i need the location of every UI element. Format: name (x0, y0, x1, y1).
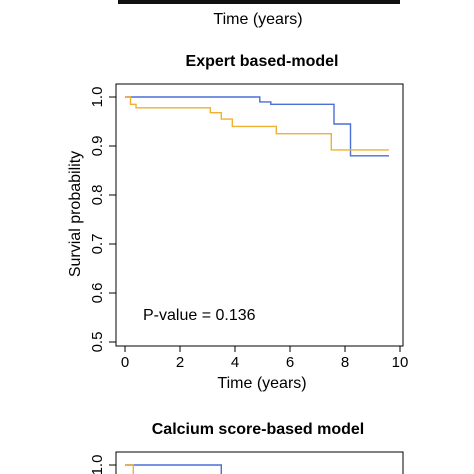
x-axis-label: Time (years) (217, 375, 306, 392)
chart-expert: Expert based-model 0.5 0.6 0.7 0.8 0.9 1.0 0 2… (67, 53, 408, 392)
y-axis: 0.5 0.6 0.7 0.8 0.9 1.0 (89, 87, 116, 353)
x-tick-label: 2 (176, 354, 184, 371)
x-tick-label: 8 (341, 354, 349, 371)
y-tick-label: 0.6 (89, 283, 106, 304)
x-axis: 0 2 4 6 8 10 (121, 346, 409, 371)
plot-frame (115, 451, 404, 474)
y-tick-label: 0.8 (89, 185, 106, 206)
series-group (125, 96, 389, 157)
x-tick-label: 0 (121, 354, 129, 371)
y-axis: 1.0 (89, 455, 116, 474)
plot-frame (115, 83, 404, 347)
survival-curve-1 (125, 96, 389, 157)
survival-curve-2 (125, 464, 134, 474)
top-fragment: Time (years) (118, 0, 400, 28)
y-tick-label: 0.9 (89, 136, 106, 157)
chart-title: Calcium score-based model (152, 421, 365, 438)
series-group (125, 464, 222, 474)
x-tick-label: 4 (231, 354, 239, 371)
chart-title: Expert based-model (186, 53, 339, 70)
top-xlabel: Time (years) (213, 11, 302, 28)
p-value-annotation: P-value = 0.136 (143, 307, 256, 324)
x-tick-label: 10 (392, 354, 409, 371)
survival-curve-2 (125, 96, 389, 151)
x-tick-label: 6 (286, 354, 294, 371)
y-axis-label: Survial probability (67, 151, 84, 277)
y-tick-label: 0.7 (89, 234, 106, 255)
top-fragment-cropped-labels (118, 0, 400, 4)
y-tick-label: 1.0 (89, 455, 106, 474)
chart-calcium: Calcium score-based model 1.0 (89, 421, 404, 474)
survival-curve-1 (125, 464, 222, 474)
y-tick-label: 0.5 (89, 332, 106, 353)
y-tick-label: 1.0 (89, 87, 106, 108)
